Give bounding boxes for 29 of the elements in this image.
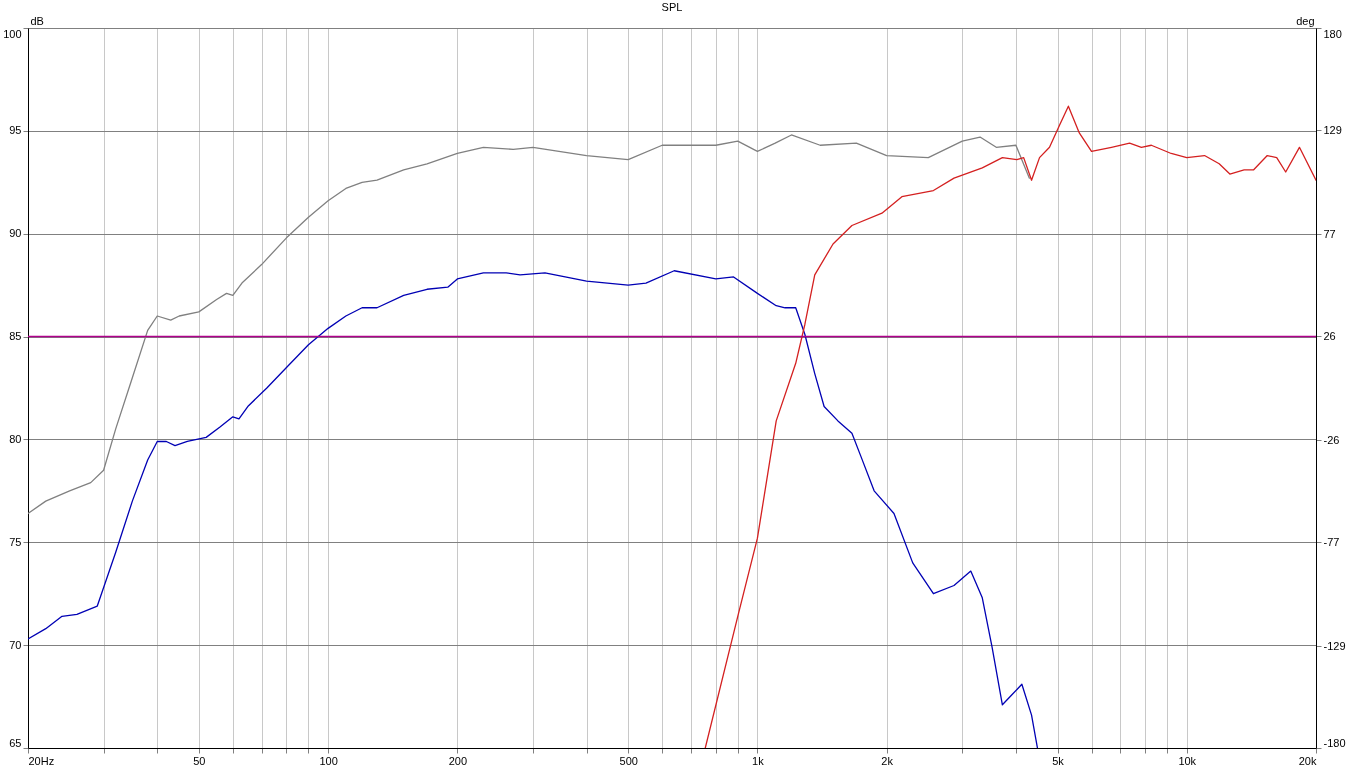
x-tick-label: 2k: [881, 754, 894, 767]
y-axis-title: dB: [30, 14, 44, 27]
x-tick-label: 20k: [1298, 754, 1317, 767]
x-tick-label: 20Hz: [28, 754, 55, 767]
y2-axis-title: deg: [1296, 14, 1315, 27]
y2-tick-label: 129: [1323, 123, 1342, 136]
y2-tick-label: -180: [1323, 736, 1346, 749]
y-tick-label: 70: [9, 638, 22, 651]
y-tick-label: 95: [9, 124, 22, 137]
chart-title: SPL: [661, 1, 683, 13]
x-tick-label: 200: [448, 754, 468, 767]
y2-tick-label: 26: [1323, 329, 1336, 342]
x-tick-label: 50: [193, 754, 206, 767]
y2-tick-label: -77: [1323, 535, 1340, 548]
x-tick-label: 10k: [1178, 754, 1197, 767]
y-tick-label: 85: [9, 330, 22, 343]
x-tick-label: 1k: [752, 754, 765, 767]
x-tick-label: 500: [619, 754, 638, 767]
y2-tick-label: 180: [1323, 27, 1342, 40]
x-tick-label: 100: [319, 754, 338, 767]
x-tick-label: 5k: [1052, 754, 1065, 767]
y2-tick-label: -26: [1323, 433, 1340, 446]
y2-tick-label: 77: [1323, 227, 1336, 240]
y-tick-label: 90: [9, 227, 22, 240]
y-tick-label: 100: [3, 27, 22, 40]
y-tick-label: 75: [9, 535, 22, 548]
y-tick-label: 80: [9, 432, 22, 445]
y-tick-label: 65: [9, 736, 22, 749]
y2-tick-label: -129: [1323, 639, 1346, 652]
